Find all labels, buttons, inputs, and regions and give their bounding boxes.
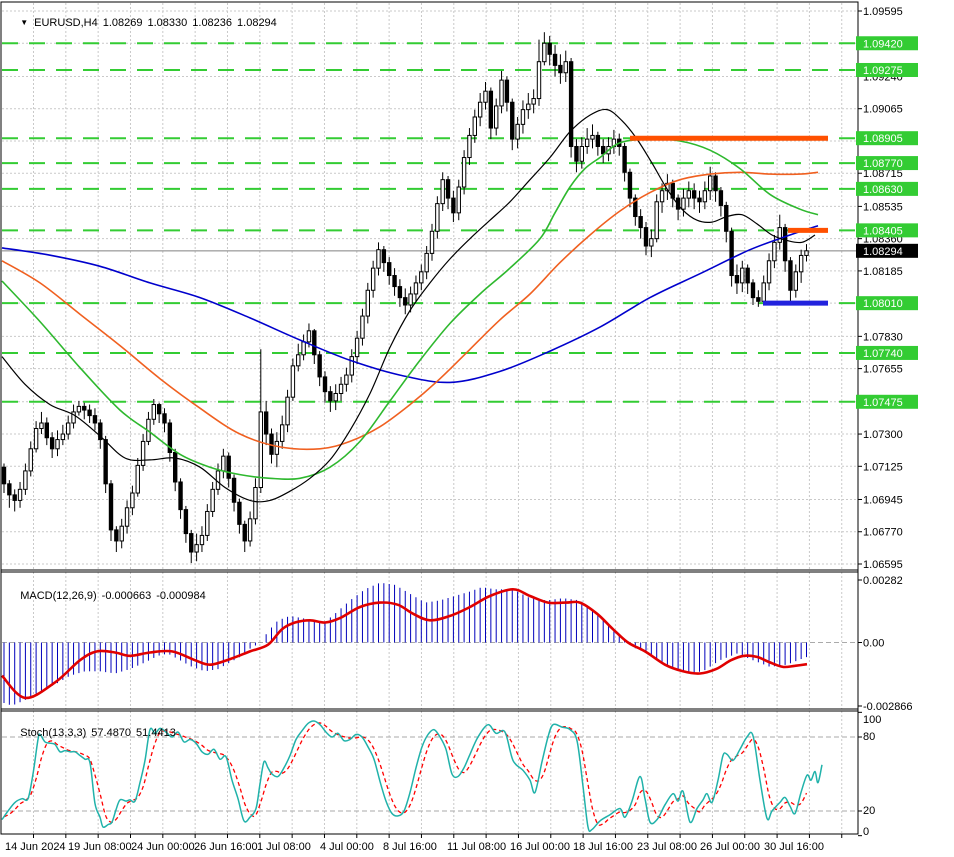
svg-text:1.09595: 1.09595	[863, 6, 903, 18]
svg-text:1.06770: 1.06770	[863, 527, 903, 539]
svg-text:1.07300: 1.07300	[863, 429, 903, 441]
svg-text:1.06945: 1.06945	[863, 494, 903, 506]
price-level-badge: 1.07475	[856, 394, 918, 409]
stoch-pane-surface[interactable]	[2, 711, 856, 833]
svg-text:1.07655: 1.07655	[863, 364, 903, 376]
svg-text:1.07830: 1.07830	[863, 331, 903, 343]
svg-text:19 Jun 08:00: 19 Jun 08:00	[68, 841, 132, 853]
price-level-badge: 1.08770	[856, 156, 918, 171]
svg-text:1.07125: 1.07125	[863, 461, 903, 473]
svg-text:0.00282: 0.00282	[863, 575, 903, 587]
svg-text:1.08630: 1.08630	[863, 184, 903, 196]
current-price-badge: 1.08294	[856, 243, 918, 258]
svg-text:0: 0	[863, 826, 869, 838]
price-level-badge: 1.09275	[856, 62, 918, 77]
svg-text:1.08905: 1.08905	[863, 133, 903, 145]
svg-text:1.08770: 1.08770	[863, 158, 903, 170]
stochastic-indicator	[1, 720, 823, 833]
svg-text:24 Jun 00:00: 24 Jun 00:00	[131, 841, 195, 853]
svg-text:1.08294: 1.08294	[863, 246, 903, 258]
svg-text:1.08535: 1.08535	[863, 201, 903, 213]
svg-text:26 Jul 00:00: 26 Jul 00:00	[700, 841, 760, 853]
svg-text:14 Jun 2024: 14 Jun 2024	[5, 841, 66, 853]
price-level-badge: 1.09420	[856, 36, 918, 51]
macd-pane-surface[interactable]	[2, 572, 856, 709]
svg-text:11 Jul 08:00: 11 Jul 08:00	[447, 841, 506, 853]
price-level-badge: 1.08010	[856, 296, 918, 311]
time-axis[interactable]: 14 Jun 2024 19 Jun 08:00 24 Jun 00:00 26 Ju…	[5, 834, 843, 853]
svg-text:1.08405: 1.08405	[863, 225, 903, 237]
pane-borders	[0, 1, 859, 835]
svg-text:8 Jul 16:00: 8 Jul 16:00	[383, 841, 437, 853]
svg-text:1.08185: 1.08185	[863, 266, 903, 278]
svg-text:1 Jul 08:00: 1 Jul 08:00	[257, 841, 311, 853]
price-level-badge: 1.08630	[856, 181, 918, 196]
svg-text:1.06595: 1.06595	[863, 559, 903, 571]
svg-text:1.08715: 1.08715	[863, 168, 903, 180]
svg-text:1.09420: 1.09420	[863, 38, 903, 50]
ma-black-line[interactable]	[1, 108, 816, 503]
stoch-d-line	[3, 722, 808, 826]
grid-lines	[2, 3, 856, 833]
macd-indicator	[1, 583, 808, 705]
svg-text:1.08010: 1.08010	[863, 298, 903, 310]
svg-text:1.07475: 1.07475	[863, 397, 903, 409]
svg-text:-0.002866: -0.002866	[863, 701, 913, 713]
ma-blue-line[interactable]	[1, 224, 819, 384]
main-pane-surface[interactable]	[2, 3, 856, 570]
stoch-k-line	[1, 720, 823, 833]
price-level-badge: 1.08405	[856, 223, 918, 238]
svg-text:30 Jul 16:00: 30 Jul 16:00	[764, 841, 824, 853]
ma-orange-line[interactable]	[1, 171, 819, 451]
price-axis[interactable]: 1.095951.092401.090651.087151.085351.083…	[856, 6, 918, 838]
macd-signal-line	[1, 587, 808, 700]
svg-text:1.09275: 1.09275	[863, 65, 903, 77]
svg-text:26 Jun 16:00: 26 Jun 16:00	[194, 841, 258, 853]
svg-text:4 Jul 00:00: 4 Jul 00:00	[320, 841, 374, 853]
ma-green-line[interactable]	[1, 138, 819, 481]
svg-text:1.09065: 1.09065	[863, 104, 903, 116]
svg-text:100: 100	[863, 714, 881, 726]
price-level-badge: 1.07740	[856, 345, 918, 360]
price-level-badge: 1.08905	[856, 131, 918, 146]
svg-text:16 Jul 00:00: 16 Jul 00:00	[510, 841, 570, 853]
svg-text:1.07740: 1.07740	[863, 348, 903, 360]
svg-text:20: 20	[863, 805, 875, 817]
svg-text:18 Jul 16:00: 18 Jul 16:00	[573, 841, 633, 853]
svg-text:80: 80	[863, 731, 875, 743]
candles-layer	[1, 32, 809, 564]
svg-text:0.00: 0.00	[863, 637, 884, 649]
svg-text:23 Jul 08:00: 23 Jul 08:00	[637, 841, 697, 853]
